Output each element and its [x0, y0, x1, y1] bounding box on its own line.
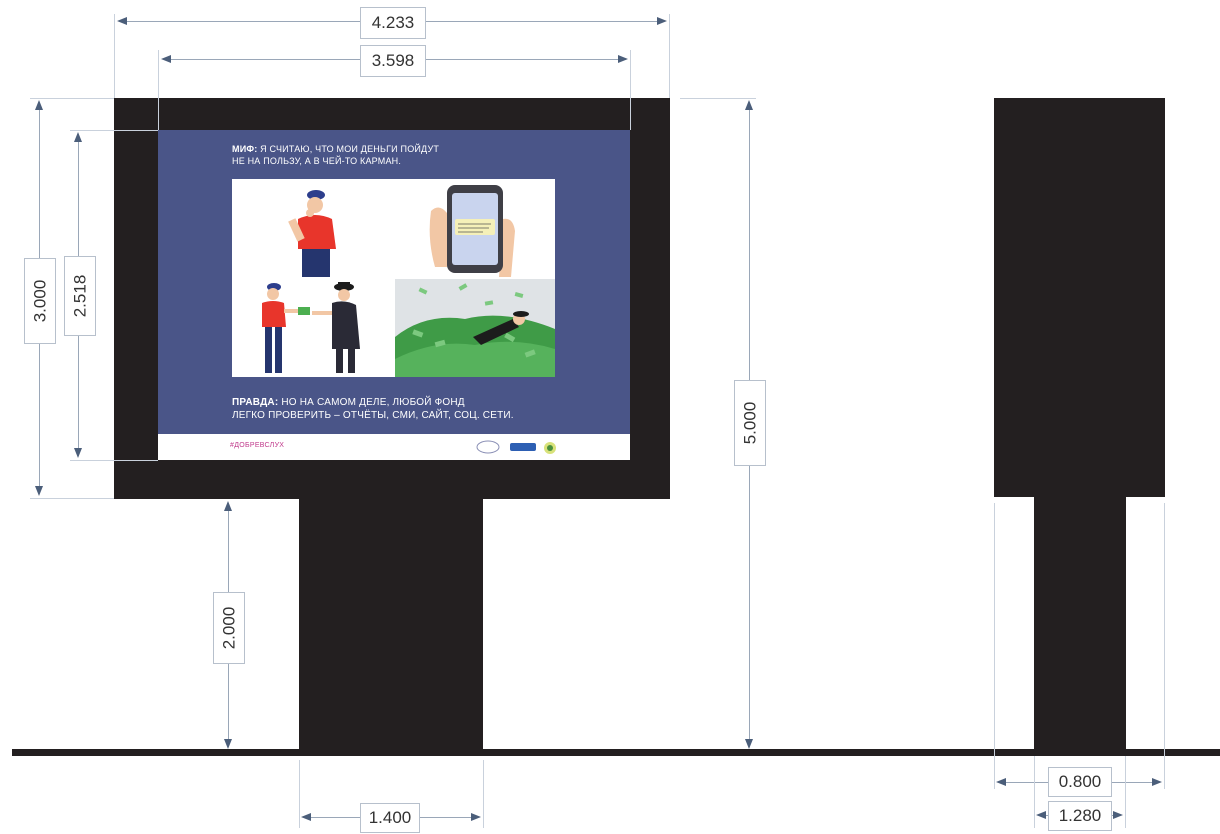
extension-line — [1034, 756, 1035, 828]
arrow-right-icon — [618, 55, 628, 63]
dimension-label-side-pole-depth: 0.800 — [1048, 767, 1112, 797]
extension-line — [1164, 503, 1165, 789]
extension-line — [30, 498, 114, 499]
comic-panel-phone — [395, 179, 555, 277]
pole-height-value: 2.000 — [219, 606, 239, 650]
dimension-label-pole-height: 2.000 — [213, 592, 245, 664]
comic-panel-thinking-man — [232, 179, 392, 277]
arrow-up-icon — [35, 100, 43, 110]
arrow-down-icon — [224, 739, 232, 749]
extension-line — [994, 503, 995, 789]
truth-line-1: НО НА САМОМ ДЕЛЕ, ЛЮБОЙ ФОНД — [278, 397, 465, 408]
dimension-label-side-top-depth: 1.280 — [1048, 801, 1112, 831]
poster-footer: #ДОБРЕВСЛУХ — [158, 434, 630, 460]
arrow-right-icon — [657, 17, 667, 25]
money-exchange-illustration — [232, 279, 392, 377]
arrow-up-icon — [74, 132, 82, 142]
screen-height-value: 2.518 — [70, 274, 90, 318]
extension-line — [680, 98, 756, 99]
money-pile-illustration — [395, 279, 555, 377]
extension-line — [158, 50, 159, 130]
extension-line — [70, 130, 158, 131]
side-view-pole — [1034, 497, 1126, 752]
arrow-down-icon — [74, 448, 82, 458]
total-height-value: 5.000 — [740, 401, 760, 445]
myth-text: МИФ: Я СЧИТАЮ, ЧТО МОИ ДЕНЬГИ ПОЙДУТ НЕ … — [232, 143, 439, 167]
extension-line — [483, 760, 484, 828]
extension-line — [299, 760, 300, 828]
extension-line — [630, 50, 631, 130]
extension-line — [30, 98, 114, 99]
billboard-pole — [299, 499, 483, 752]
arrow-down-icon — [745, 739, 753, 749]
phone-illustration — [395, 179, 555, 277]
arrow-up-icon — [224, 501, 232, 511]
side-view-frame — [994, 98, 1165, 497]
arrow-right-icon — [1152, 778, 1162, 786]
extension-line — [70, 460, 158, 461]
arrow-up-icon — [745, 100, 753, 110]
arrow-left-icon — [996, 778, 1006, 786]
arrow-left-icon — [1036, 811, 1046, 819]
dimension-label-frame-width: 4.233 — [360, 7, 426, 39]
truth-line-2: ЛЕГКО ПРОВЕРИТЬ – ОТЧЁТЫ, СМИ, САЙТ, СОЦ… — [232, 410, 514, 421]
poster: МИФ: Я СЧИТАЮ, ЧТО МОИ ДЕНЬГИ ПОЙДУТ НЕ … — [158, 130, 630, 460]
comic-panel-money-pile — [395, 279, 555, 377]
arrow-left-icon — [161, 55, 171, 63]
dimension-label-frame-height: 3.000 — [24, 258, 56, 344]
arrow-left-icon — [117, 17, 127, 25]
hashtag: #ДОБРЕВСЛУХ — [230, 442, 285, 449]
ground-line — [12, 749, 1220, 756]
myth-label: МИФ: — [232, 144, 258, 154]
dimension-label-screen-height: 2.518 — [64, 256, 96, 336]
arrow-down-icon — [35, 486, 43, 496]
myth-line-1: Я СЧИТАЮ, ЧТО МОИ ДЕНЬГИ ПОЙДУТ — [257, 144, 440, 154]
comic-panel-handing-money — [232, 279, 392, 377]
comic-grid — [232, 179, 555, 377]
extension-line — [669, 14, 670, 98]
dimension-label-total-height: 5.000 — [734, 380, 766, 466]
dimension-label-pole-width: 1.400 — [360, 803, 420, 833]
extension-line — [114, 14, 115, 98]
myth-line-2: НЕ НА ПОЛЬЗУ, А В ЧЕЙ-ТО КАРМАН. — [232, 156, 402, 166]
truth-text: ПРАВДА: НО НА САМОМ ДЕЛЕ, ЛЮБОЙ ФОНД ЛЕГ… — [232, 396, 514, 422]
extension-line — [1125, 756, 1126, 828]
truth-label: ПРАВДА: — [232, 397, 279, 408]
frame-height-value: 3.000 — [30, 279, 50, 323]
sponsor-logos — [476, 440, 556, 454]
dimension-label-screen-width: 3.598 — [360, 45, 426, 77]
thinking-man-illustration — [232, 179, 392, 277]
arrow-left-icon — [301, 813, 311, 821]
arrow-right-icon — [471, 813, 481, 821]
arrow-right-icon — [1113, 811, 1123, 819]
